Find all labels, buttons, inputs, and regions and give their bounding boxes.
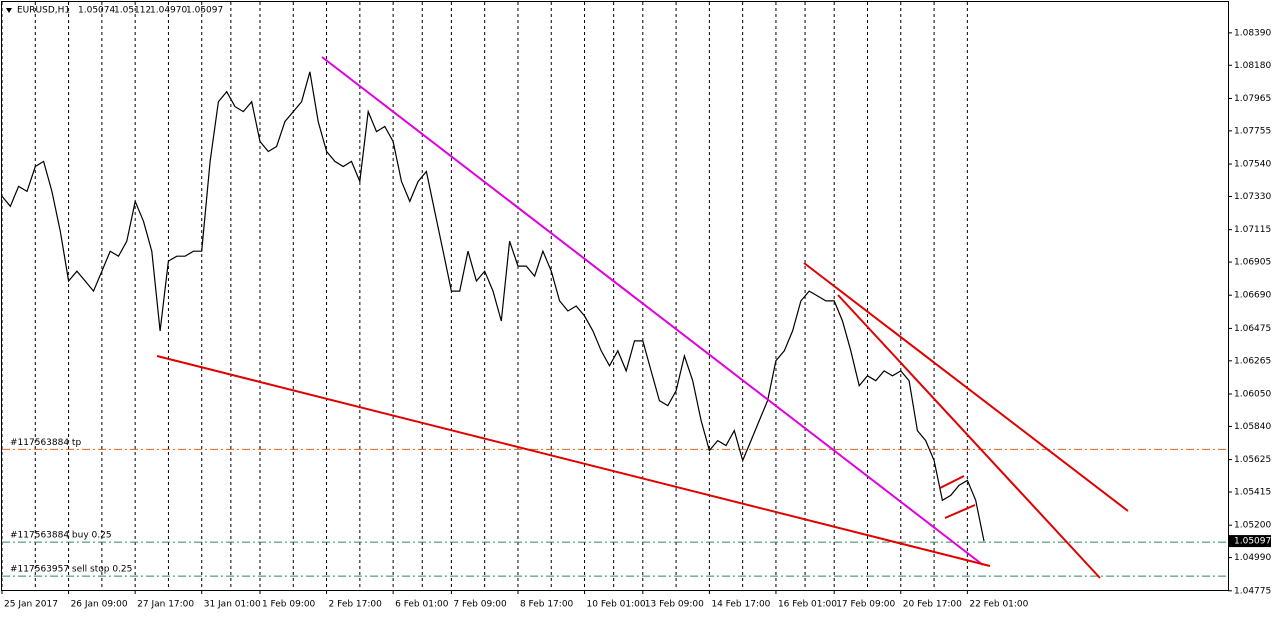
- trend-line: [939, 475, 965, 489]
- x-tick-label: 27 Jan 17:00: [137, 600, 194, 610]
- y-tick-label: 1.07755: [1234, 126, 1271, 136]
- last-price-box: [1229, 535, 1271, 548]
- y-tick-label: 1.06905: [1234, 258, 1271, 268]
- order-label: #117563884 tp: [10, 438, 81, 448]
- y-tick-label: 1.06050: [1234, 390, 1271, 400]
- x-tick-label: 31 Jan 01:00: [204, 600, 261, 610]
- x-tick-label: 14 Feb 17:00: [711, 600, 770, 610]
- x-tick-label: 26 Jan 09:00: [71, 600, 128, 610]
- y-tick-label: 1.08390: [1234, 28, 1271, 38]
- trend-line: [837, 294, 1101, 579]
- y-tick-label: 1.05200: [1234, 521, 1271, 531]
- x-tick-label: 13 Feb 09:00: [645, 600, 704, 610]
- trend-line: [321, 56, 984, 566]
- y-tick-label: 1.05415: [1234, 488, 1271, 498]
- order-label: #117563957 sell stop 0.25: [10, 565, 132, 575]
- trend-lines: [156, 56, 1129, 579]
- x-tick-label: 1 Feb 09:00: [262, 600, 316, 610]
- x-tick-label: 17 Feb 09:00: [836, 600, 895, 610]
- trend-line: [803, 262, 1129, 512]
- y-tick-label: 1.04990: [1234, 553, 1271, 563]
- x-tick-label: 16 Feb 01:00: [778, 600, 837, 610]
- symbol: EURUSD,H1: [17, 6, 70, 16]
- y-tick-label: 1.08180: [1234, 61, 1271, 71]
- ohlc-value: 1.05074: [78, 6, 115, 16]
- y-tick-label: 1.07965: [1234, 94, 1271, 104]
- y-tick-label: 1.05840: [1234, 422, 1271, 432]
- x-tick-label: 6 Feb 01:00: [395, 600, 449, 610]
- x-tick-label: 7 Feb 09:00: [453, 600, 507, 610]
- x-tick-label: 10 Feb 01:00: [587, 600, 646, 610]
- trend-line: [156, 355, 991, 567]
- x-tick-label: 20 Feb 17:00: [903, 600, 962, 610]
- y-tick-label: 1.06265: [1234, 356, 1271, 366]
- y-tick-label: 1.07115: [1234, 225, 1271, 235]
- y-tick-label: 1.07330: [1234, 192, 1271, 202]
- y-tick-label: 1.06475: [1234, 324, 1271, 334]
- price-line: [1, 71, 985, 542]
- ohlc-value: 1.05097: [186, 6, 223, 16]
- x-tick-label: 22 Feb 01:00: [969, 600, 1028, 610]
- x-tick-label: 2 Feb 17:00: [329, 600, 383, 610]
- y-tick-label: 1.05625: [1234, 455, 1271, 465]
- grid: [1, 2, 968, 590]
- order-label: #117563884 buy 0.25: [10, 531, 112, 541]
- ohlc-value: 1.05112: [114, 6, 151, 16]
- y-tick-label: 1.04775: [1234, 586, 1271, 596]
- x-tick-label: 8 Feb 17:00: [520, 600, 574, 610]
- y-tick-label: 1.06690: [1234, 291, 1271, 301]
- ohlc-value: 1.04970: [150, 6, 187, 16]
- y-tick-label: 1.07540: [1234, 160, 1271, 170]
- x-tick-label: 25 Jan 2017: [4, 600, 58, 610]
- last-price-label: 1.05097: [1234, 537, 1271, 547]
- marks: #117563884 tp #117563884 buy 0.25 #1175639…: [1, 71, 1228, 577]
- dropdown-icon: [6, 8, 12, 13]
- trend-line: [944, 504, 976, 519]
